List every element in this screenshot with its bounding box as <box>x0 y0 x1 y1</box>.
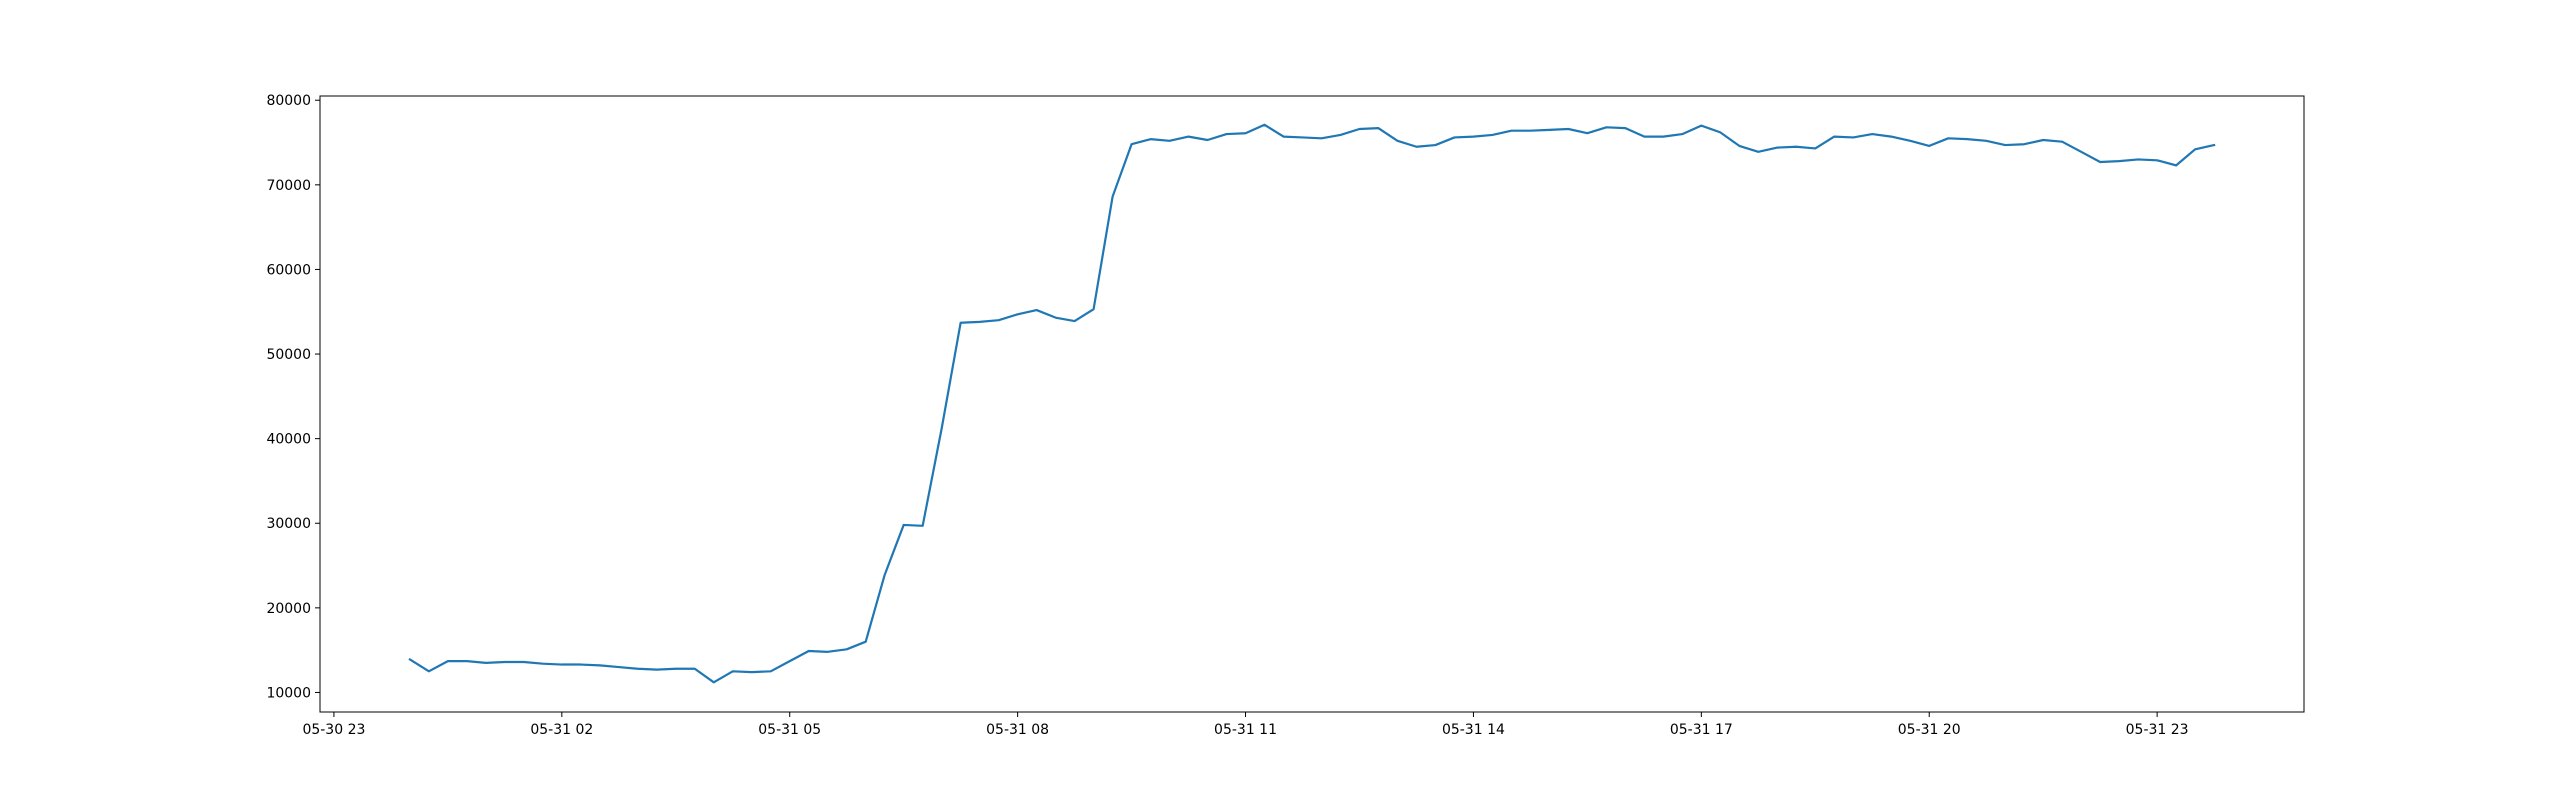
x-tick-label: 05-31 20 <box>1898 722 1961 738</box>
y-tick-label: 80000 <box>266 93 311 109</box>
x-tick-label: 05-30 23 <box>302 722 365 738</box>
x-tick-label: 05-31 11 <box>1214 722 1277 738</box>
x-tick-label: 05-31 08 <box>986 722 1049 738</box>
x-tick-label: 05-31 17 <box>1670 722 1733 738</box>
y-tick-label: 20000 <box>266 601 311 617</box>
y-tick-label: 70000 <box>266 178 311 194</box>
x-tick-label: 05-31 05 <box>758 722 821 738</box>
x-tick-label: 05-31 14 <box>1442 722 1505 738</box>
x-tick-label: 05-31 23 <box>2126 722 2189 738</box>
x-tick-label: 05-31 02 <box>530 722 593 738</box>
plot-frame <box>319 95 2305 713</box>
line <box>408 123 2216 684</box>
y-tick-label: 30000 <box>266 516 311 532</box>
y-tick-label: 60000 <box>266 262 311 278</box>
y-tick-label: 10000 <box>266 685 311 701</box>
y-tick-label: 50000 <box>266 347 311 363</box>
y-tick-label: 40000 <box>266 432 311 448</box>
